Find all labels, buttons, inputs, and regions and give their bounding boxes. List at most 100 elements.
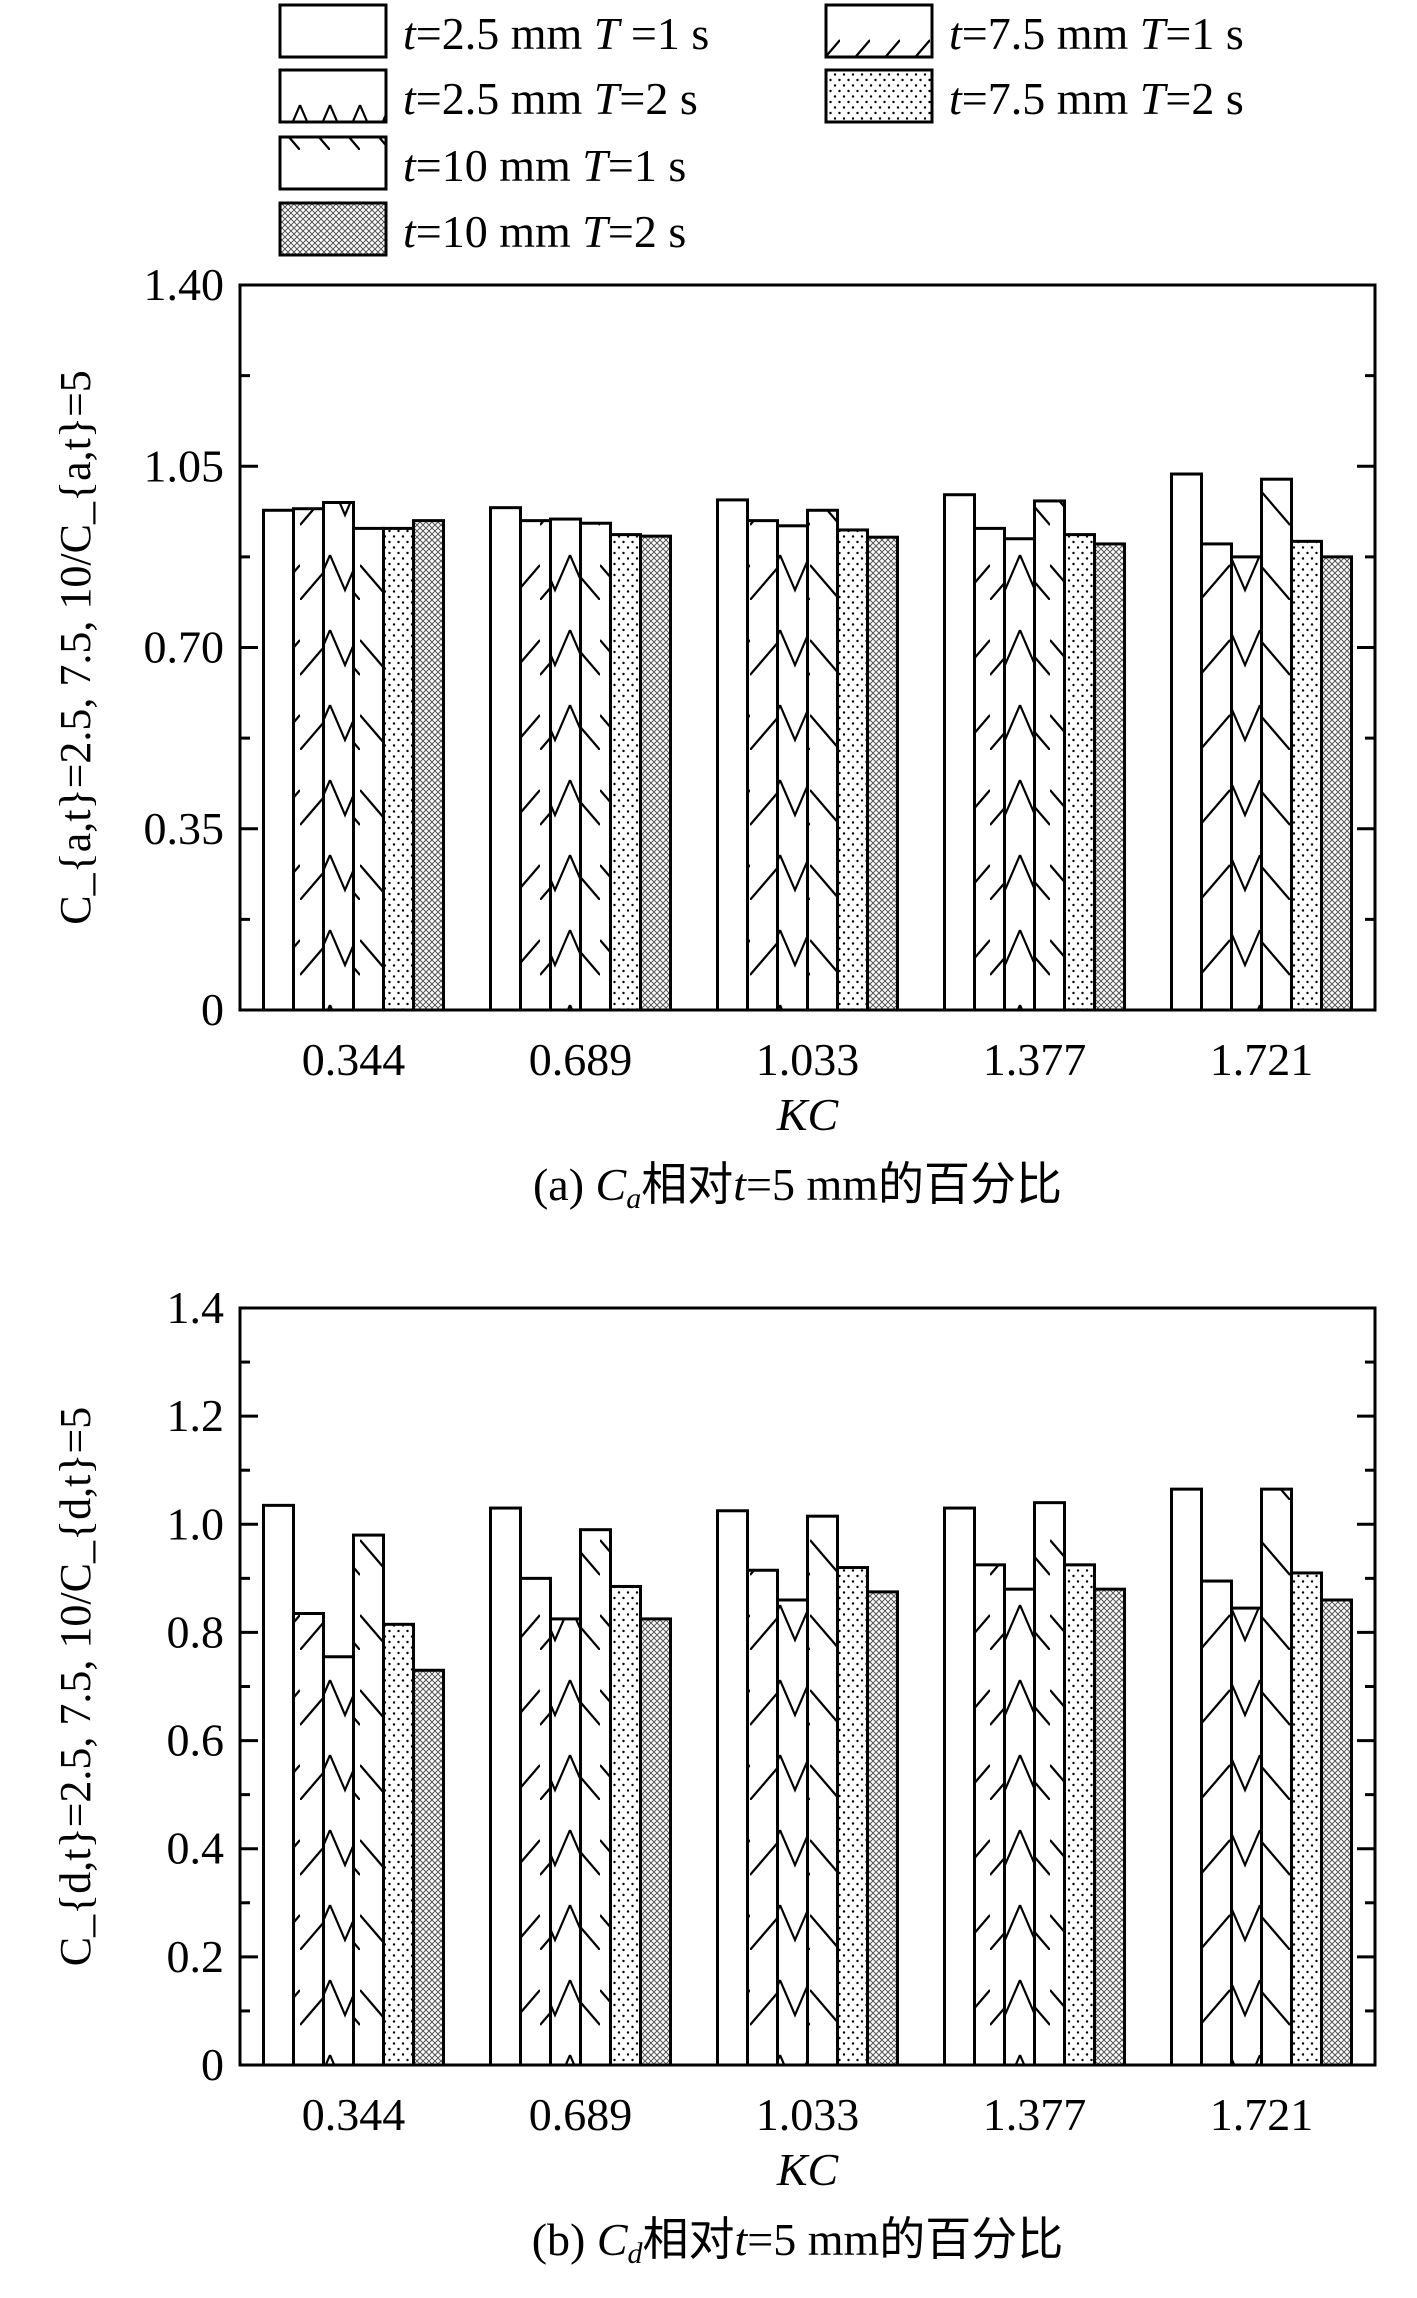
bar	[262, 508, 295, 1012]
legend-t-value: =7.5 mm	[962, 8, 1140, 59]
bar	[836, 528, 869, 1012]
legend-swatch	[278, 201, 388, 257]
bar	[412, 1668, 445, 2067]
legend-label: t=10 mm T=1 s	[403, 140, 686, 191]
legend-swatch	[278, 68, 388, 124]
legend-swatch	[278, 3, 388, 59]
bar	[489, 506, 522, 1012]
bar	[609, 1584, 642, 2067]
y-tick-label: 1.4	[167, 1282, 225, 1333]
bar	[519, 1576, 552, 2067]
bar	[579, 1528, 612, 2067]
bar	[1230, 1606, 1263, 2067]
y-tick-label: 1.40	[144, 259, 225, 310]
legend-item: t=2.5 mm T=2 s	[278, 68, 698, 124]
bar	[746, 1568, 779, 2067]
bar	[1320, 1598, 1353, 2067]
bar	[1290, 539, 1323, 1012]
bar	[866, 1590, 899, 2067]
y-tick-label: 0.4	[167, 1823, 225, 1874]
figure-caption: (a) Ca相对t=5 mm的百分比	[533, 1159, 1062, 1215]
x-tick-label: 0.344	[302, 1034, 406, 1085]
caption-t-symbol: t	[733, 1159, 747, 1210]
legend-item: t=10 mm T=1 s	[278, 135, 686, 191]
bar	[609, 533, 642, 1012]
legend-t-symbol: t	[403, 140, 417, 191]
bar	[292, 1612, 325, 2067]
legend-swatch	[824, 68, 934, 124]
legend-T-value: =2 s	[608, 206, 686, 257]
bar	[716, 498, 749, 1012]
bar	[639, 1617, 672, 2067]
x-tick-label: 1.377	[983, 1034, 1087, 1085]
chart-b: 0 0.2 0.4 0.6 0.8 1.0 1.2 1.4 0.344 0.689 1.033 1.3…	[51, 1282, 1377, 2270]
bar	[776, 1598, 809, 2067]
y-tick-label: 0.6	[167, 1715, 225, 1766]
legend-T-symbol: T	[582, 140, 611, 191]
legend-t-symbol: t	[949, 8, 963, 59]
bar	[1003, 1587, 1036, 2067]
legend-item: t=2.5 mm T =1 s	[278, 3, 709, 59]
bar	[1063, 1563, 1096, 2067]
bar	[1260, 477, 1293, 1012]
bar	[1033, 1501, 1066, 2067]
bar	[1170, 472, 1203, 1012]
bar	[322, 501, 355, 1012]
legend-label: t=2.5 mm T =1 s	[403, 8, 709, 59]
caption-subscript: a	[626, 1182, 641, 1215]
bar	[1200, 1579, 1233, 2067]
bar	[1200, 542, 1233, 1012]
legend-label: t=2.5 mm T=2 s	[403, 73, 698, 124]
y-tick-label: 1.05	[144, 440, 225, 491]
bar	[519, 519, 552, 1012]
legend-T-value: =1 s	[608, 140, 686, 191]
legend-t-symbol: t	[403, 206, 417, 257]
y-axis-label: C_{a,t}=2.5, 7.5, 10/C_{a,t}=5	[51, 370, 100, 925]
bar	[1260, 1487, 1293, 2067]
bar	[489, 1506, 522, 2067]
legend-t-symbol: t	[949, 73, 963, 124]
y-tick-label: 0.8	[167, 1606, 225, 1657]
x-tick-label: 1.721	[1210, 1034, 1314, 1085]
bar	[412, 519, 445, 1012]
bar	[352, 526, 385, 1012]
bar	[1093, 1587, 1126, 2067]
legend-T-symbol: T	[582, 206, 611, 257]
legend-T-symbol: T	[1140, 8, 1169, 59]
legend: t=2.5 mm T =1 s t=2.5 mm T=2 s t=10 mm T=1…	[278, 3, 1244, 257]
legend-t-symbol: t	[403, 73, 417, 124]
caption-mid: 相对	[641, 1159, 733, 1210]
legend-t-value: =7.5 mm	[962, 73, 1140, 124]
bar	[1063, 533, 1096, 1012]
bar	[1033, 499, 1066, 1012]
bar	[973, 526, 1006, 1012]
bar	[746, 519, 779, 1012]
bar	[836, 1566, 869, 2067]
bar	[1170, 1487, 1203, 2067]
bar	[1230, 555, 1263, 1012]
bar	[262, 1503, 295, 2067]
bar	[292, 507, 325, 1012]
bar	[716, 1509, 749, 2067]
caption-rest: =5 mm的百分比	[747, 2214, 1063, 2265]
x-tick-label: 0.689	[529, 2089, 633, 2140]
y-tick-label: 0.2	[167, 1931, 225, 1982]
y-axis-label: C_{d,t}=2.5, 7.5, 10/C_{d,t}=5	[51, 1407, 100, 1966]
bar	[1290, 1571, 1323, 2067]
bar	[322, 1655, 355, 2067]
legend-t-symbol: t	[403, 8, 417, 59]
x-tick-label: 1.721	[1210, 2089, 1314, 2140]
caption-t-symbol: t	[735, 2214, 749, 2265]
bar	[943, 493, 976, 1012]
bar	[549, 517, 582, 1012]
y-tick-label: 0	[201, 2039, 224, 2090]
x-axis-label: KC	[776, 2144, 840, 2195]
bar	[806, 508, 839, 1012]
bar	[973, 1563, 1006, 2067]
bar	[943, 1506, 976, 2067]
caption-rest: =5 mm的百分比	[746, 1159, 1062, 1210]
bar	[382, 1622, 415, 2067]
bar	[1093, 542, 1126, 1012]
y-tick-label: 0.35	[144, 803, 225, 854]
